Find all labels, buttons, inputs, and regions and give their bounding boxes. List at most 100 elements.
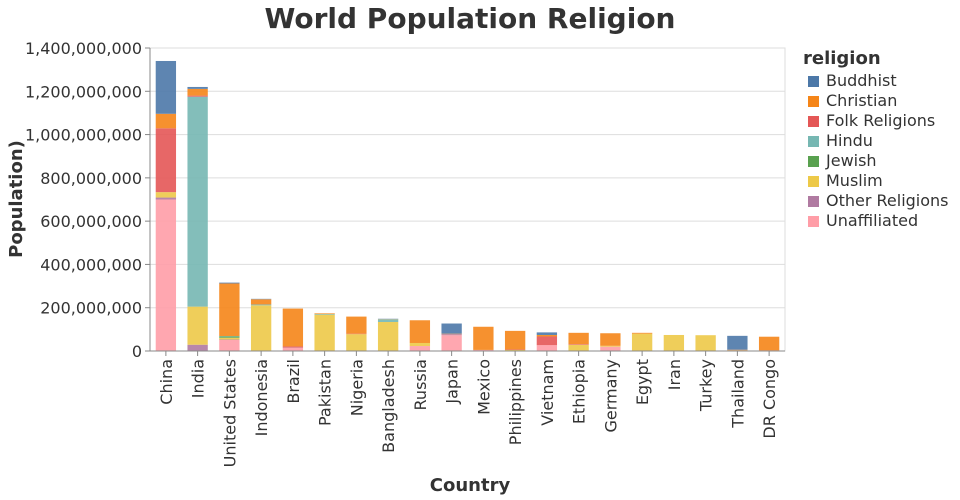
legend-label: Buddhist — [826, 71, 897, 90]
legend-swatch — [808, 96, 819, 107]
chart-title: World Population Religion — [264, 2, 675, 35]
x-tick-label: Ethiopia — [570, 359, 589, 424]
bar-segment-muslim — [631, 333, 653, 351]
bar-segment-folk-religions — [155, 128, 177, 193]
bar-segment-unaffiliated — [219, 339, 240, 351]
legend-swatch — [808, 176, 819, 187]
bar-segment-christian — [314, 313, 335, 314]
legend-label: Other Religions — [826, 191, 949, 210]
bar-segment-christian — [187, 88, 208, 96]
legend-label: Christian — [826, 91, 897, 110]
legend-swatch — [808, 216, 819, 227]
bar-segment-other-religions — [441, 334, 462, 336]
bar-segment-unaffiliated — [441, 335, 462, 351]
x-tick-label: Turkey — [697, 359, 716, 412]
bar-segment-muslim — [695, 335, 716, 351]
bar-segment-other-religions — [187, 344, 208, 351]
bar-segment-christian — [409, 320, 431, 343]
bar-segment-jewish — [219, 336, 240, 338]
bar-segment-muslim — [568, 344, 589, 351]
bar-segment-folk-religions — [282, 346, 304, 348]
bar-segment-christian — [600, 333, 621, 346]
legend-swatch — [808, 76, 819, 87]
bar-segment-unaffiliated — [536, 345, 558, 351]
bar-segment-christian — [504, 330, 526, 350]
bar-segment-muslim — [600, 345, 621, 347]
y-tick-label: 200,000,000 — [40, 299, 142, 318]
legend-label: Hindu — [826, 131, 873, 150]
legend-label: Jewish — [825, 151, 877, 170]
y-tick-label: 1,400,000,000 — [25, 39, 142, 58]
bar-segment-hindu — [314, 313, 335, 315]
bar-segment-folk-religions — [568, 344, 589, 345]
bar-segment-hindu — [187, 96, 208, 307]
x-tick-label: Indonesia — [252, 359, 271, 436]
bar-segment-muslim — [155, 192, 177, 198]
x-tick-label: China — [157, 359, 176, 405]
x-tick-label: Iran — [665, 359, 684, 390]
bar-segment-muslim — [377, 321, 399, 351]
bar-segment-unaffiliated — [473, 349, 494, 351]
bar-segment-muslim — [346, 334, 367, 351]
bar-segment-buddhist — [155, 60, 177, 114]
x-tick-label: Germany — [601, 359, 620, 433]
x-tick-label: Thailand — [728, 359, 747, 429]
bar-segment-muslim — [314, 314, 335, 351]
bar-segment-folk-religions — [187, 95, 208, 97]
legend-label: Unaffiliated — [826, 211, 918, 230]
legend-label: Muslim — [826, 171, 883, 190]
bar-segment-christian — [219, 283, 240, 337]
legend-swatch — [808, 196, 819, 207]
bar-segment-muslim — [409, 342, 431, 347]
bar-segment-christian — [473, 326, 494, 350]
bar-segment-hindu — [377, 319, 399, 322]
x-tick-label: Pakistan — [316, 359, 335, 426]
x-tick-label: Bangladesh — [379, 359, 398, 453]
bar-segment-unaffiliated — [409, 346, 431, 351]
legend-swatch — [808, 136, 819, 147]
bar-segment-muslim — [219, 337, 240, 340]
plot-frame — [149, 47, 786, 352]
bar-segment-christian — [758, 336, 780, 351]
bar-segment-christian — [536, 334, 558, 337]
gridlines — [149, 47, 786, 352]
legend-label: Folk Religions — [826, 111, 935, 130]
x-tick-label: Philippines — [506, 359, 525, 445]
x-tick-label: Nigeria — [347, 359, 366, 416]
bar-segment-buddhist — [187, 86, 208, 89]
x-tick-label: United States — [220, 359, 239, 467]
y-tick-label: 1,200,000,000 — [25, 82, 142, 101]
bar-segment-buddhist — [441, 323, 462, 334]
legend-swatch — [808, 116, 819, 127]
y-tick-label: 0 — [132, 342, 142, 361]
bar-segment-christian — [346, 316, 367, 334]
x-tick-label: Vietnam — [538, 359, 557, 426]
x-tick-label: Mexico — [474, 359, 493, 415]
bar-segment-muslim — [504, 349, 526, 351]
bar-segment-folk-religions — [536, 336, 558, 346]
bar-segment-unaffiliated — [600, 346, 621, 351]
bar-segment-hindu — [250, 304, 272, 306]
bar-segment-unaffiliated — [282, 347, 304, 351]
bar-segment-christian — [568, 332, 589, 345]
x-axis: China India United States Indonesia Brazil Pa… — [150, 350, 785, 467]
x-tick-label: India — [189, 359, 208, 398]
bar-segment-christian — [631, 332, 653, 334]
x-axis-title: Country — [430, 475, 511, 496]
y-axis: 0 200,000,000 400,000,000 600,000,000 800,00… — [25, 39, 151, 361]
bar-segment-christian — [250, 299, 272, 305]
y-tick-label: 600,000,000 — [40, 212, 142, 231]
bar-segment-muslim — [187, 306, 208, 345]
x-tick-label: Brazil — [284, 359, 303, 404]
x-tick-label: Japan — [443, 359, 462, 405]
x-tick-label: DR Congo — [760, 359, 779, 439]
bar-segment-christian — [282, 308, 304, 347]
bars — [155, 60, 780, 351]
bar-segment-muslim — [663, 334, 685, 351]
y-tick-label: 1,000,000,000 — [25, 126, 142, 145]
bar-segment-christian — [155, 113, 177, 129]
bar-segment-buddhist — [219, 282, 240, 284]
bar-segment-buddhist — [727, 335, 748, 350]
